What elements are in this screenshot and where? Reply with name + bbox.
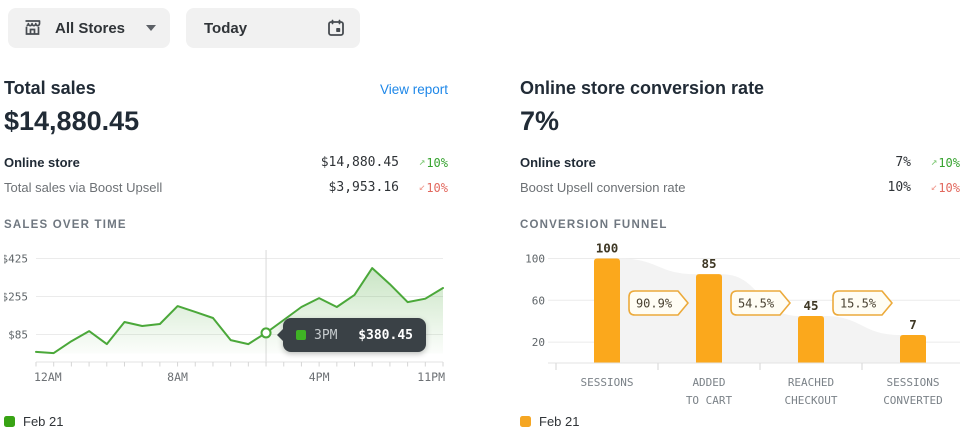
metric-delta: ↙10% [399,179,448,195]
delta-value: 10% [938,180,960,195]
bar-value-label: 7 [909,317,917,332]
conversion-rate-label: 54.5% [738,297,775,311]
trend-down-icon: ↙ [418,179,426,193]
conversion-value: 7% [520,106,560,136]
metric-label: Online store [520,155,596,170]
metric-delta: ↙10% [911,179,960,195]
hover-point[interactable] [260,327,272,339]
bar-value-label: 45 [803,298,818,313]
store-icon [22,18,43,38]
delta-value: 10% [426,180,448,195]
calendar-icon [326,18,346,38]
tooltip-series-swatch [296,330,306,340]
y-axis-tick-label: 100 [525,253,545,266]
delta-value: 10% [938,155,960,170]
metric-label: Boost Upsell conversion rate [520,180,686,195]
tooltip-time: 3PM [314,327,338,343]
metric-row: Boost Upsell conversion rate 10% ↙10% [520,175,960,200]
metric-row: Online store $14,880.45 ↗10% [4,150,448,175]
conversion-funnel-heading: CONVERSION FUNNEL [520,219,668,231]
store-filter-button[interactable]: All Stores [8,8,170,48]
sales-series-line [35,267,444,355]
y-axis-tick-label: 60 [532,294,545,307]
total-sales-title: Total sales [4,78,96,98]
metric-delta: ↗10% [911,154,960,170]
sales-over-time-heading: SALES OVER TIME [4,219,127,231]
x-axis-tick-label: 11PM [417,370,445,384]
legend-label: Feb 21 [23,414,64,429]
chart-tooltip: 3PM $380.45 [277,318,426,352]
funnel-bar[interactable] [798,315,824,363]
metric-value: 10% [887,180,911,195]
x-axis-tick-label: 12AM [34,370,62,384]
top-filter-bar: All Stores Today [0,0,960,56]
metric-value: 7% [895,155,911,170]
sales-line-chart[interactable]: $85 $255 $425 12AM 8AM 4PM 11PM 3PM $380.45 [4,240,448,412]
trend-down-icon: ↙ [930,179,938,193]
total-sales-metrics: Online store $14,880.45 ↗10% Total sales vi… [4,150,448,200]
x-axis-tick-label: 8AM [167,370,188,384]
conversion-rate-tag [730,290,791,316]
metric-value: $14,880.45 [320,155,399,170]
conversion-funnel-chart[interactable]: 20 60 100 100 85 45 7 90.9% 54.5% 15.5% SESSIONS AD… [520,240,960,412]
bar-value-label: 100 [596,241,619,256]
conversion-metrics: Online store 7% ↗10% Boost Upsell conversio… [520,150,960,200]
total-sales-value: $14,880.45 [4,106,140,136]
category-label: ADDED TO CART [686,376,733,407]
metric-label: Online store [4,155,80,170]
category-label: REACHED CHECKOUT [785,376,838,407]
trend-up-icon: ↗ [930,154,938,168]
sales-legend: Feb 21 [4,414,63,429]
y-axis-tick-label: $425 [4,252,28,265]
trend-up-icon: ↗ [418,154,426,168]
date-filter-label: Today [204,19,248,37]
category-label: SESSIONS CONVERTED [883,376,943,407]
store-filter-label: All Stores [55,19,126,37]
conversion-rate-tag [628,290,689,316]
conversion-rate-label: 90.9% [636,297,673,311]
y-axis-tick-label: 20 [532,336,545,349]
bar-value-label: 85 [701,256,716,271]
y-axis-tick-label: $85 [8,328,28,341]
metric-row: Online store 7% ↗10% [520,150,960,175]
total-sales-panel: Total sales View report $14,880.45 Onlin… [4,0,448,431]
funnel-legend: Feb 21 [520,414,579,429]
conversion-rate-label: 15.5% [840,297,877,311]
metric-row: Total sales via Boost Upsell $3,953.16 ↙10… [4,175,448,200]
delta-value: 10% [426,155,448,170]
funnel-bar[interactable] [900,335,926,363]
conversion-rate-tag [832,290,893,316]
x-axis-tick-label: 4PM [309,370,330,384]
funnel-bar[interactable] [594,258,620,364]
metric-delta: ↗10% [399,154,448,170]
date-filter-button[interactable]: Today [186,8,360,48]
metric-value: $3,953.16 [328,180,399,195]
legend-swatch-green [4,416,15,427]
conversion-title: Online store conversion rate [520,78,765,98]
funnel-bar[interactable] [696,274,722,363]
y-axis-tick-label: $255 [4,290,28,303]
legend-label: Feb 21 [539,414,580,429]
legend-swatch-orange [520,416,531,427]
metric-label: Total sales via Boost Upsell [4,180,163,195]
chevron-down-icon [146,25,156,31]
category-label: SESSIONS [581,376,634,389]
tooltip-value: $380.45 [358,327,413,343]
conversion-rate-panel: Online store conversion rate 7% Online s… [520,0,960,431]
view-report-link[interactable]: View report [379,82,448,97]
